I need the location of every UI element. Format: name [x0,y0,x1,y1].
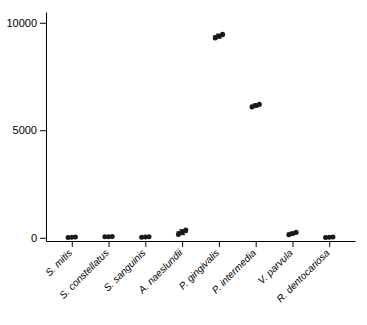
x-tick-label: S. constellatus [57,247,111,301]
x-tick-mark [329,241,330,247]
error-cap [326,237,332,238]
x-tick-label: R. dentocariosa [274,247,332,305]
y-tick-label: 10000 [6,17,37,29]
y-tick: 5000 [13,124,46,136]
mean-line [250,105,261,107]
x-tick-label: V. parvula [256,247,295,286]
x-axis-line [47,241,356,242]
x-tick-mark [145,241,146,247]
x-tick: S. constellatus [57,241,111,301]
x-tick-label: S. mitis [43,247,74,278]
error-cap [290,234,296,235]
x-tick-mark [292,241,293,247]
plot: 0 5000 10000 S. mitisS. constellatusS. sang… [6,13,355,305]
x-tick-mark [182,241,183,247]
point [69,235,74,240]
error-cap [69,236,75,237]
y-tick-mark [40,130,46,131]
chart: 0 5000 10000 S. mitisS. constellatusS. sang… [0,0,367,325]
x-tick: A. naeslundii [136,241,186,296]
y-axis: 0 5000 10000 [6,13,46,244]
x-axis: S. mitisS. constellatusS. sanguinisA. na… [43,241,355,304]
error-cap [326,236,332,237]
y-tick: 10000 [6,17,46,29]
mean-line [324,236,335,238]
x-tick-label: P. intermedia [210,247,259,296]
error-cap [142,237,148,238]
error-cap [106,236,112,237]
error-cap [253,103,259,104]
x-tick-mark [256,241,257,247]
y-axis-line [46,13,47,242]
mean-line [66,236,77,238]
error-cap [106,236,112,237]
error-cap [253,106,259,107]
mean-line [140,236,151,238]
x-tick: P. intermedia [210,241,259,296]
x-tick: V. parvula [256,241,295,286]
error-bar [182,230,183,235]
y-tick-mark [40,238,46,239]
point [327,235,332,240]
error-cap [179,229,185,230]
x-tick-mark [219,241,220,247]
x-tick-label: A. naeslundii [136,247,186,297]
x-tick: S. mitis [43,241,74,278]
y-tick: 0 [31,232,46,244]
point [143,235,148,240]
x-tick-mark [109,241,110,247]
error-cap [142,236,148,237]
y-tick-mark [40,23,46,24]
x-tick: R. dentocariosa [274,241,332,304]
y-tick-label: 5000 [13,124,37,136]
y-tick-label: 0 [31,232,37,244]
error-cap [216,34,222,35]
error-cap [216,37,222,38]
x-tick-mark [72,241,73,247]
error-cap [290,232,296,233]
mean-line [103,236,114,238]
marks [66,32,336,240]
error-cap [69,237,75,238]
mean-line [213,35,224,37]
mean-line [287,232,298,234]
error-cap [179,234,185,235]
